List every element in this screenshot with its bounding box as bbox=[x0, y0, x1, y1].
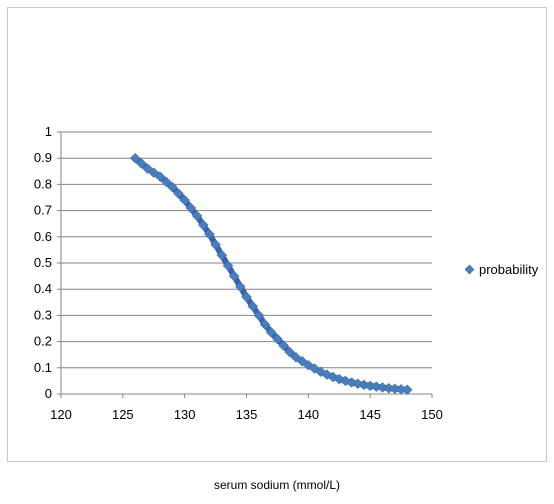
y-tick-labels: 0 0.1 0.2 0.3 0.4 0.5 0.6 0.7 0.8 0.9 1 bbox=[34, 124, 52, 401]
x-axis-title: serum sodium (mmol/L) bbox=[213, 478, 341, 492]
axes bbox=[57, 131, 433, 398]
data-point bbox=[222, 260, 234, 271]
data-point bbox=[173, 188, 184, 199]
data-point bbox=[160, 176, 172, 188]
data-point bbox=[241, 291, 252, 303]
plot-svg: 00.10.20.30.40.50.60.70.80.91 120 125 130 1… bbox=[34, 124, 443, 422]
data-point bbox=[401, 384, 413, 396]
data-point bbox=[216, 249, 228, 261]
x-tick-label: 130 bbox=[174, 407, 196, 422]
series-probability bbox=[129, 152, 413, 396]
gridlines bbox=[61, 131, 432, 369]
x-tick-label: 120 bbox=[50, 407, 72, 422]
y-tick-label: 0.1 bbox=[34, 360, 52, 375]
legend-marker-diamond-icon bbox=[464, 264, 475, 275]
y-tick-label: 0.6 bbox=[34, 229, 52, 244]
data-point bbox=[210, 239, 221, 251]
data-point bbox=[278, 340, 289, 351]
y-tick-label: 0.4 bbox=[34, 281, 52, 296]
y-tick-label: 0.8 bbox=[34, 176, 52, 191]
data-point bbox=[265, 327, 277, 338]
x-tick-label: 125 bbox=[112, 407, 134, 422]
data-point bbox=[272, 333, 283, 345]
data-point bbox=[191, 210, 203, 222]
y-tick-label: 0.7 bbox=[34, 203, 52, 218]
y-tick-label: 0 bbox=[45, 386, 52, 401]
y-tick-label: 1 bbox=[45, 124, 52, 139]
x-tick-label: 140 bbox=[297, 407, 319, 422]
chart-area: 0 0.1 0.2 0.3 0.4 0.5 0.6 0.7 0.8 0.9 1 120 125 130 1… bbox=[7, 7, 547, 462]
x-tick-label: 150 bbox=[421, 407, 443, 422]
data-point bbox=[284, 346, 296, 358]
data-point bbox=[247, 300, 259, 312]
y-tick-label: 0.5 bbox=[34, 255, 52, 270]
data-point bbox=[129, 152, 141, 164]
data-point bbox=[154, 171, 166, 182]
data-point bbox=[185, 202, 197, 214]
x-tick-label: 135 bbox=[236, 407, 258, 422]
x-tick-labels: 120 125 130 135 140 145 150 bbox=[50, 407, 443, 422]
data-point bbox=[166, 181, 178, 193]
data-point bbox=[259, 319, 271, 330]
y-tick-label: 0.9 bbox=[34, 150, 52, 165]
y-tick-label: 0.3 bbox=[34, 307, 52, 322]
x-tick-label: 145 bbox=[359, 407, 381, 422]
data-point bbox=[136, 158, 147, 169]
legend: probability bbox=[464, 262, 539, 277]
legend-label-probability: probability bbox=[479, 262, 539, 277]
data-point bbox=[179, 194, 191, 206]
data-point bbox=[204, 228, 215, 240]
data-point bbox=[234, 281, 246, 292]
y-tick-label: 0.2 bbox=[34, 334, 52, 349]
data-point bbox=[253, 310, 265, 321]
data-point bbox=[197, 219, 209, 231]
data-point bbox=[228, 270, 240, 282]
